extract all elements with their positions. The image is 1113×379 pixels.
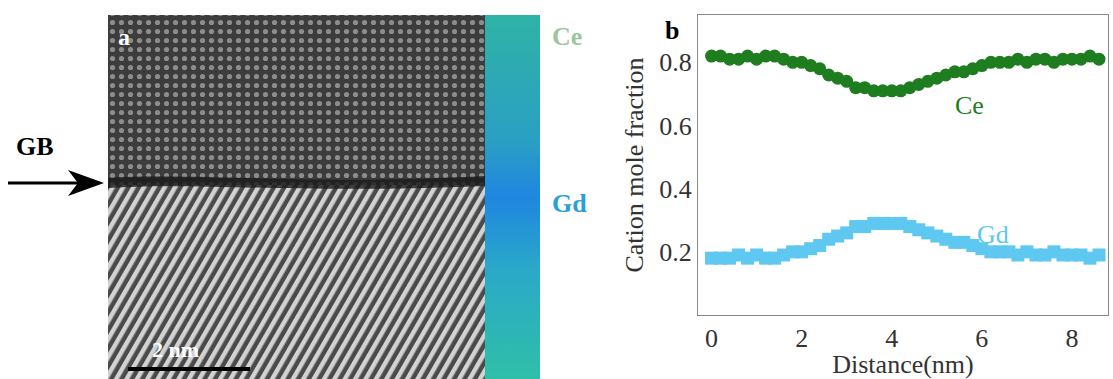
svg-text:Gd: Gd — [552, 189, 587, 218]
svg-text:2 nm: 2 nm — [152, 337, 199, 362]
svg-text:6: 6 — [975, 324, 988, 353]
svg-text:Distance(nm): Distance(nm) — [832, 350, 974, 379]
svg-text:0.6: 0.6 — [659, 112, 692, 141]
svg-text:b: b — [665, 16, 679, 45]
svg-text:a: a — [118, 24, 130, 50]
svg-text:Ce: Ce — [955, 91, 984, 120]
svg-text:8: 8 — [1065, 324, 1078, 353]
svg-text:4: 4 — [885, 324, 898, 353]
svg-text:0: 0 — [705, 324, 718, 353]
svg-text:GB: GB — [16, 132, 54, 161]
svg-text:0.4: 0.4 — [659, 175, 692, 204]
svg-text:Cation mole fraction: Cation mole fraction — [620, 57, 649, 272]
svg-text:Ce: Ce — [552, 22, 582, 51]
svg-text:Gd: Gd — [977, 220, 1009, 249]
svg-text:0.8: 0.8 — [659, 48, 692, 77]
svg-text:2: 2 — [795, 324, 808, 353]
svg-text:0.2: 0.2 — [659, 238, 692, 267]
